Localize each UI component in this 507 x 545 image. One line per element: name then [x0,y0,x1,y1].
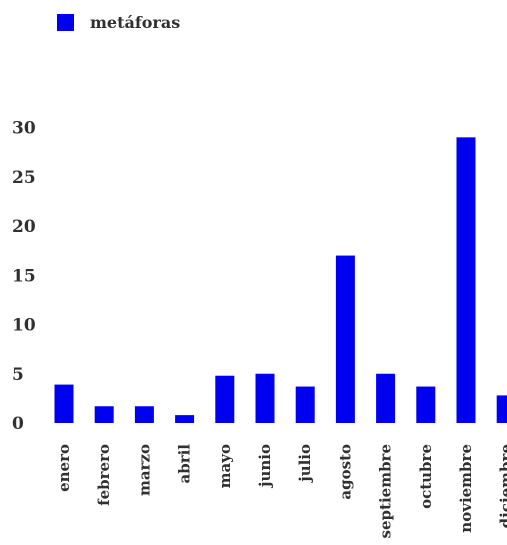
y-tick-label: 15 [12,266,36,286]
bar-febrero [94,406,114,423]
x-tick-label: noviembre [457,444,475,533]
legend-label: metáforas [90,13,180,32]
x-tick-label: marzo [135,444,153,496]
legend-swatch [57,14,74,31]
y-tick-label: 5 [12,365,24,385]
x-tick-label: diciembre [497,444,507,528]
x-tick-label: octubre [417,444,435,509]
x-tick-label: febrero [95,444,113,506]
y-tick-label: 20 [12,217,36,237]
y-tick-label: 0 [12,414,24,434]
bar-mayo [215,375,235,423]
x-tick-label: mayo [216,444,234,488]
y-tick-label: 25 [12,168,36,188]
x-tick-label: julio [296,444,314,484]
bar-abril [175,415,195,423]
bar-septiembre [376,373,396,423]
bar-enero [54,384,74,423]
bar-diciembre [496,395,507,423]
bar-noviembre [456,137,476,423]
bar-octubre [416,386,436,423]
x-tick-label: enero [55,444,73,492]
x-tick-label: septiembre [377,444,395,538]
y-tick-label: 10 [12,316,36,336]
legend: metáforas [57,13,180,32]
x-tick-label: agosto [336,444,354,500]
bar-agosto [335,255,355,423]
bar-junio [255,373,275,423]
x-tick-label: junio [256,444,274,489]
bar-marzo [134,406,154,423]
y-axis: 30 25 20 15 10 5 0 [12,119,36,435]
bar-julio [295,386,315,423]
x-tick-label: abril [176,444,194,484]
y-tick-label: 30 [12,119,36,139]
x-axis: enero febrero marzo abril mayo junio julio agos… [55,444,507,539]
bars [54,137,507,423]
